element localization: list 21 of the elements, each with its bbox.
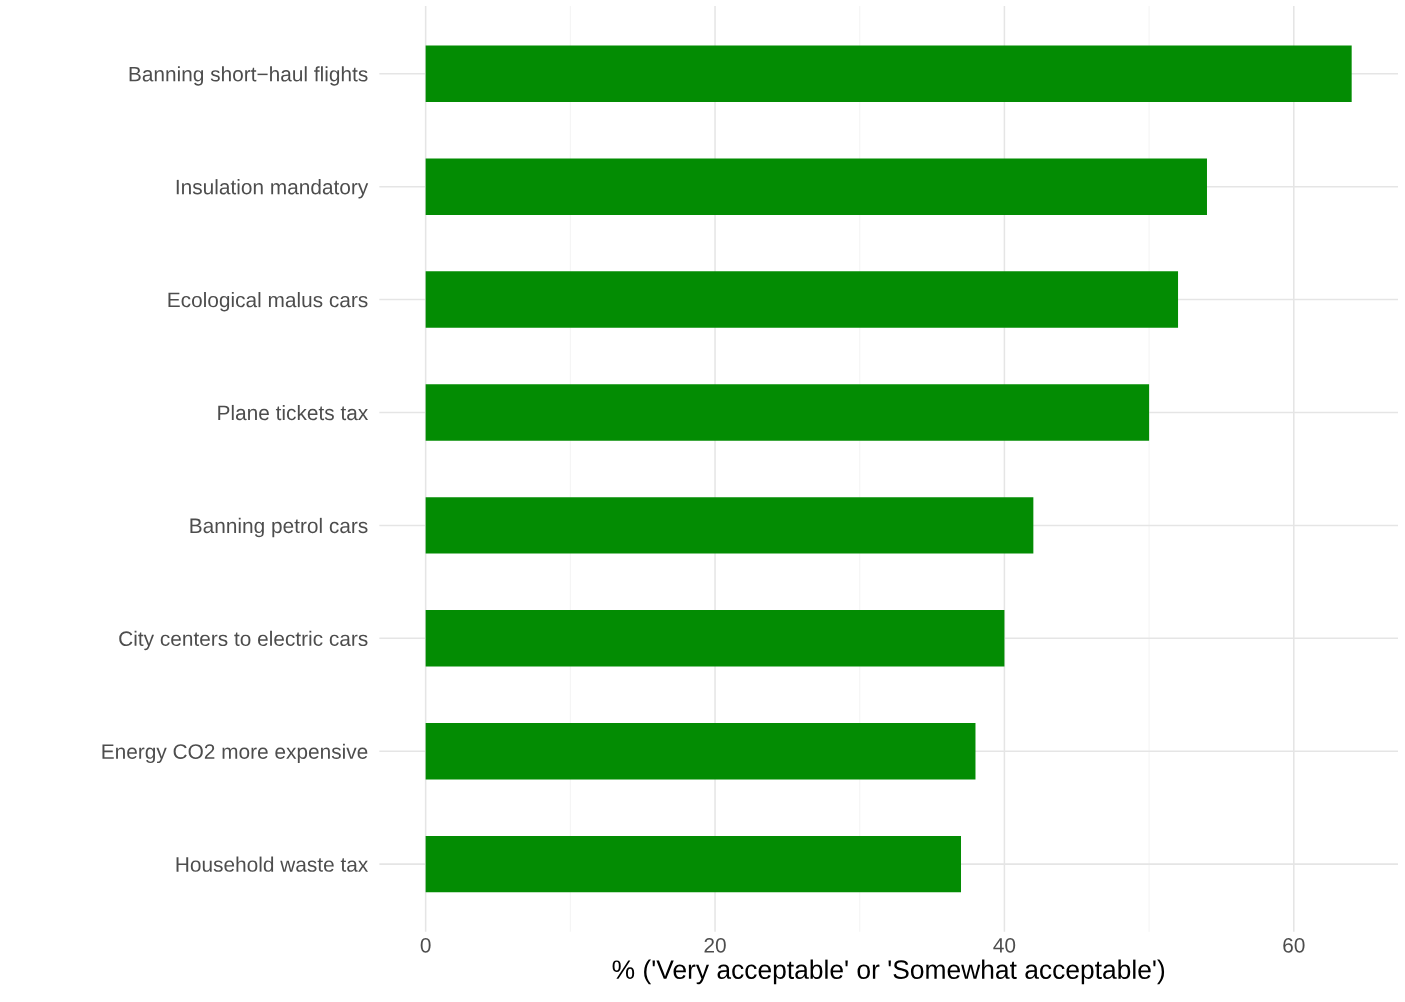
bar (425, 45, 1352, 102)
y-tick-label: Banning short−haul flights (129, 66, 368, 86)
x-tick-label: 60 (1283, 937, 1305, 953)
y-tick-label: City centers to electric cars (119, 630, 368, 651)
y-tick-label: Household waste tax (176, 856, 369, 872)
bar (425, 835, 962, 893)
x-tick-label: 0 (420, 937, 431, 953)
x-axis-title: % ('Very acceptable' or 'Somewhat acceptable') (612, 959, 1165, 985)
x-tick-label: 40 (993, 937, 1016, 953)
y-tick-label: Plane tickets tax (218, 404, 369, 421)
bar (425, 384, 1150, 441)
y-tick-label: Energy CO2 more expensive (102, 743, 368, 764)
bar (425, 271, 1179, 328)
y-tick-label: Banning petrol cars (190, 517, 368, 538)
x-tick-label: 20 (704, 937, 726, 953)
bar (425, 158, 1207, 215)
bar (425, 610, 1005, 667)
y-tick-label: Ecological malus cars (168, 292, 368, 312)
y-tick-label: Insulation mandatory (176, 179, 369, 199)
bar (425, 722, 976, 780)
bar (425, 497, 1034, 554)
